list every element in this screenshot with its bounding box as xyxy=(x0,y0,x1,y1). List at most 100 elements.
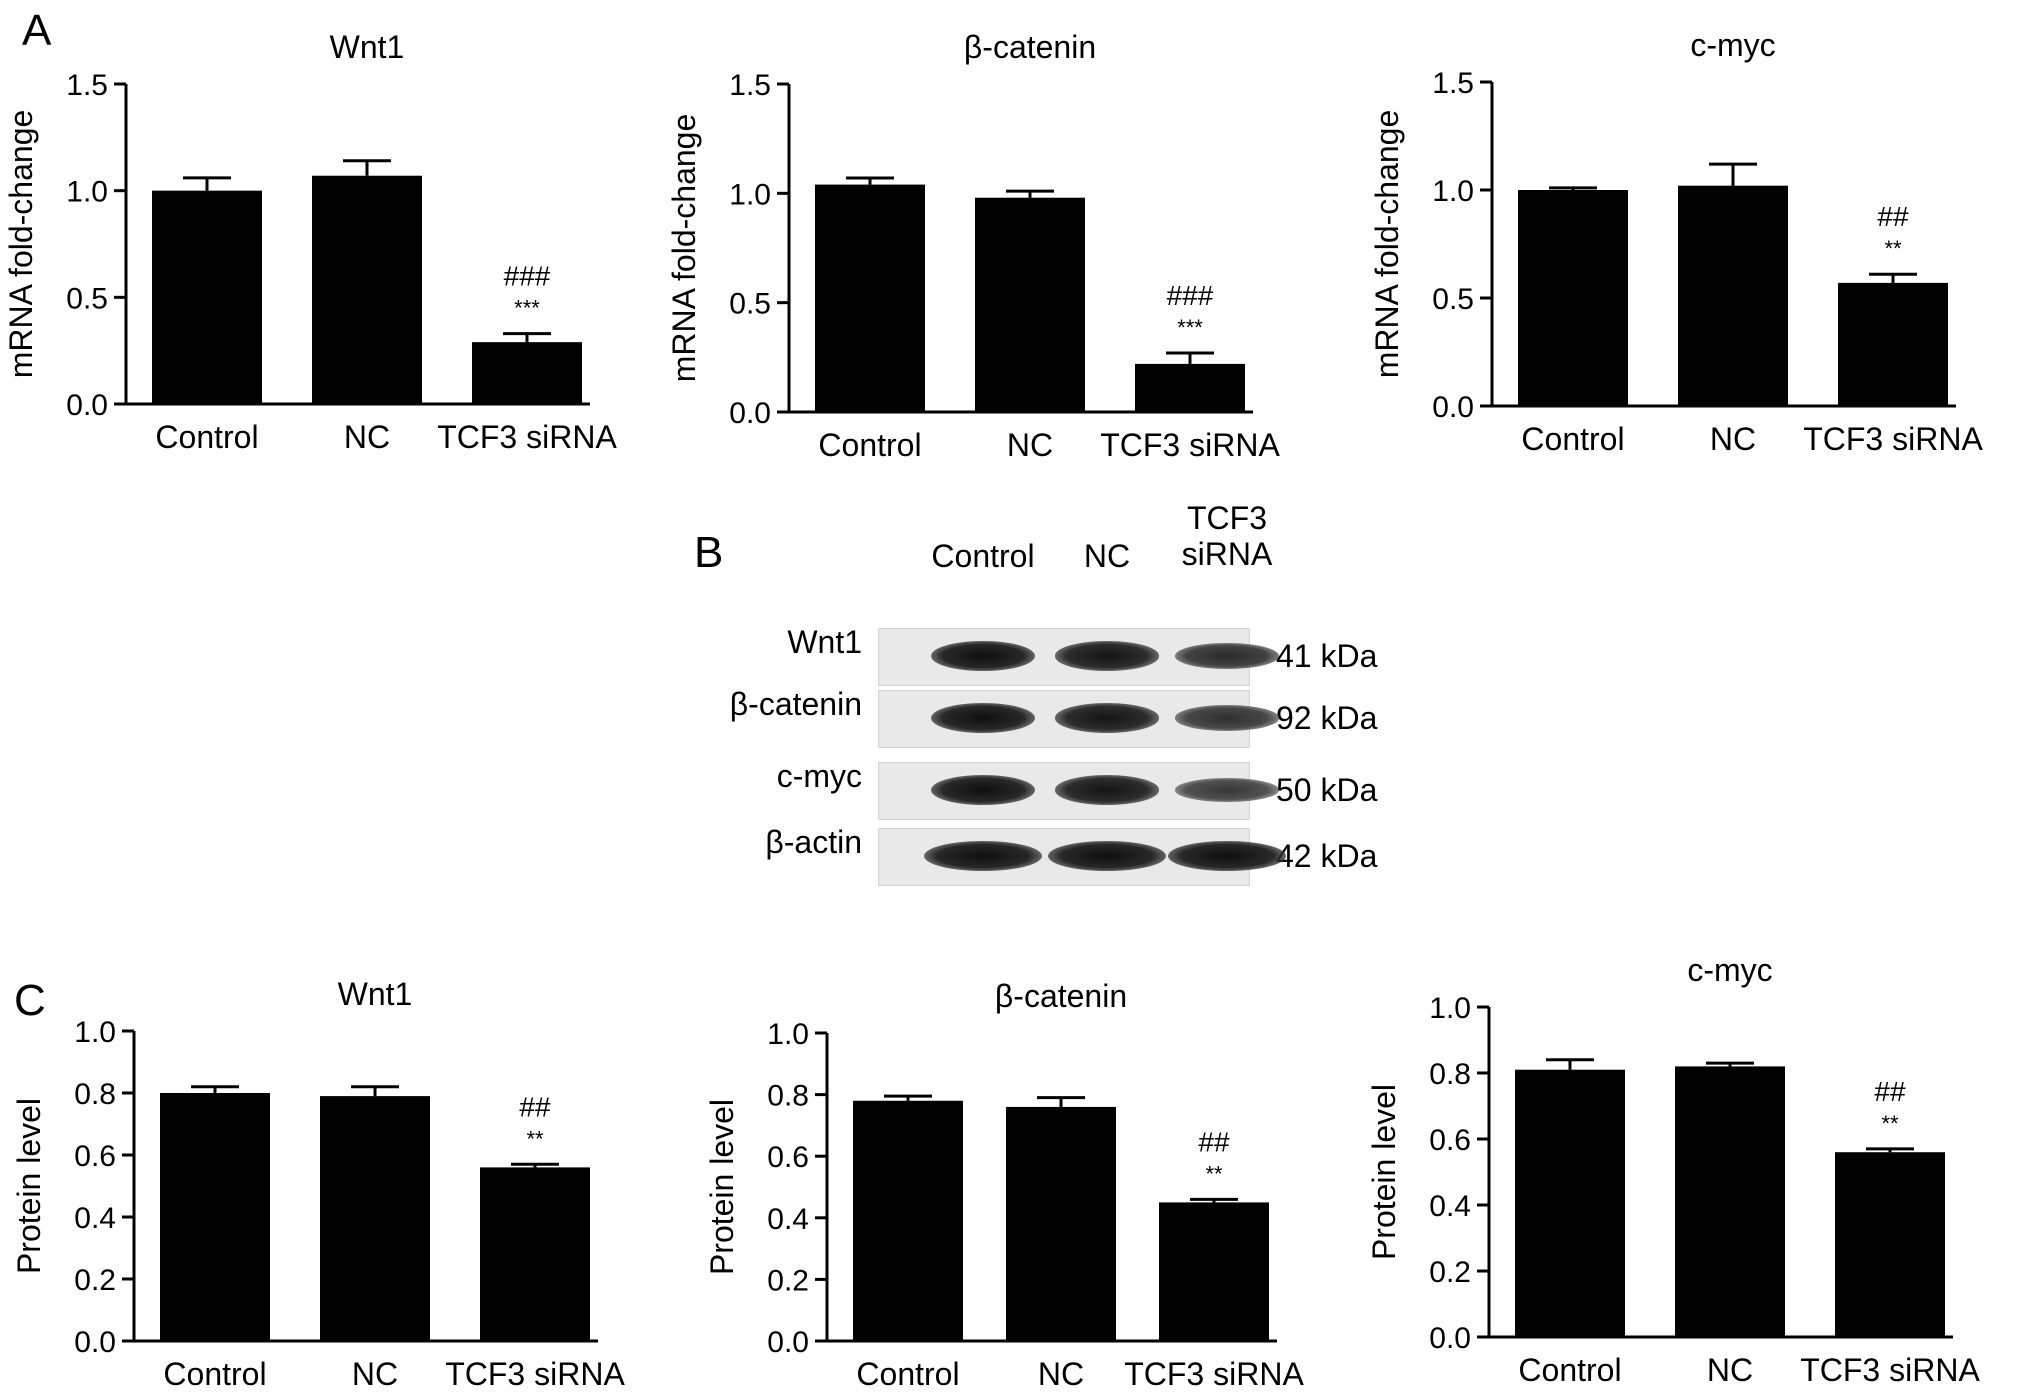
bar xyxy=(472,342,582,404)
blot-protein-label: β-catenin xyxy=(729,686,862,722)
y-axis-label: Protein level xyxy=(1366,1084,1402,1260)
x-tick-label: NC xyxy=(1038,1356,1084,1392)
blot-weight-label: 50 kDa xyxy=(1276,772,1378,808)
blot-band xyxy=(1175,778,1279,802)
significance-label: ## ** xyxy=(519,1091,551,1151)
blot-column-label: TCF3 siRNA xyxy=(1181,500,1273,572)
blot-weight-label: 41 kDa xyxy=(1276,638,1378,674)
y-tick-label: 0.6 xyxy=(74,1140,116,1173)
y-axis-label: Protein level xyxy=(11,1098,47,1274)
y-tick-label: 0.6 xyxy=(1429,1124,1471,1157)
blot-weight-label: 42 kDa xyxy=(1276,838,1378,874)
y-tick-label: 1.0 xyxy=(74,1016,116,1049)
y-tick-label: 0.2 xyxy=(74,1264,116,1297)
y-tick-label: 0.4 xyxy=(74,1202,116,1235)
western-blot: Control NC TCF3 siRNA Wnt1 41 kDa β-catenin 92… xyxy=(640,500,1430,898)
blot-band xyxy=(931,775,1035,805)
bar xyxy=(1515,1069,1625,1337)
y-tick-label: 0.6 xyxy=(767,1141,809,1174)
blot-protein-label: c-myc xyxy=(776,758,862,794)
blot-band xyxy=(1175,643,1279,669)
y-axis-label: mRNA fold-change xyxy=(1369,110,1405,379)
y-tick-label: 1.5 xyxy=(66,69,108,102)
bar xyxy=(1678,185,1788,406)
y-tick-label: 0.5 xyxy=(1432,283,1474,316)
blot-band xyxy=(1175,705,1279,731)
chart-title: Wnt1 xyxy=(338,976,413,1012)
y-tick-label: 0.0 xyxy=(74,1326,116,1359)
x-tick-label: Control xyxy=(856,1356,959,1392)
y-tick-label: 1.0 xyxy=(1429,992,1471,1025)
panel-letter-a: A xyxy=(22,6,52,55)
bar xyxy=(815,184,925,412)
x-tick-label: TCF3 siRNA xyxy=(445,1356,625,1392)
chart-title: β-catenin xyxy=(964,29,1096,65)
y-tick-label: 1.0 xyxy=(729,178,771,211)
y-tick-label: 1.0 xyxy=(1432,175,1474,208)
blot-band xyxy=(1055,775,1159,805)
blot-protein-label: Wnt1 xyxy=(787,624,862,660)
panel-letter-b: B xyxy=(694,528,724,577)
bar xyxy=(1159,1202,1269,1341)
chart-title: c-myc xyxy=(1690,27,1775,63)
significance-label: ## ** xyxy=(1874,1076,1906,1136)
y-tick-label: 0.0 xyxy=(729,397,771,430)
y-tick-label: 0.2 xyxy=(767,1264,809,1297)
bar xyxy=(1518,190,1628,406)
bar xyxy=(853,1100,963,1341)
bar xyxy=(320,1096,430,1341)
chart-title: Wnt1 xyxy=(330,29,405,65)
blot-band xyxy=(1168,841,1286,871)
bar xyxy=(1838,282,1948,406)
significance-label: ### *** xyxy=(504,261,551,321)
x-tick-label: NC xyxy=(1707,1352,1753,1388)
x-tick-label: TCF3 siRNA xyxy=(1800,1352,1980,1388)
blot-protein-label: β-actin xyxy=(765,824,862,860)
blot-band xyxy=(1048,841,1166,871)
x-tick-label: NC xyxy=(1710,421,1756,457)
x-tick-label: NC xyxy=(344,419,390,455)
x-tick-label: Control xyxy=(1521,421,1624,457)
y-axis-label: Protein level xyxy=(704,1099,740,1275)
x-tick-label: TCF3 siRNA xyxy=(1803,421,1983,457)
chart-title: β-catenin xyxy=(995,978,1127,1014)
y-tick-label: 0.4 xyxy=(767,1203,809,1236)
y-tick-label: 0.2 xyxy=(1429,1256,1471,1289)
x-tick-label: Control xyxy=(163,1356,266,1392)
y-tick-label: 1.0 xyxy=(767,1018,809,1051)
y-tick-label: 0.5 xyxy=(729,288,771,321)
blot-band xyxy=(924,841,1042,871)
blot-band xyxy=(931,703,1035,733)
y-tick-label: 0.0 xyxy=(767,1326,809,1359)
y-tick-label: 0.0 xyxy=(66,389,108,422)
x-tick-label: Control xyxy=(818,427,921,463)
blot-band xyxy=(1055,641,1159,671)
y-tick-label: 0.0 xyxy=(1432,391,1474,424)
x-tick-label: NC xyxy=(1007,427,1053,463)
y-tick-label: 0.4 xyxy=(1429,1190,1471,1223)
bar xyxy=(480,1167,590,1341)
x-tick-label: TCF3 siRNA xyxy=(1124,1356,1304,1392)
y-tick-label: 1.5 xyxy=(1432,67,1474,100)
x-tick-label: NC xyxy=(352,1356,398,1392)
bar xyxy=(1006,1106,1116,1341)
panel-letter-c: C xyxy=(14,976,46,1025)
blot-weight-label: 92 kDa xyxy=(1276,700,1378,736)
x-tick-label: TCF3 siRNA xyxy=(1100,427,1280,463)
y-axis-label: mRNA fold-change xyxy=(666,114,702,383)
blot-column-label: NC xyxy=(1083,538,1131,574)
bar xyxy=(152,190,262,404)
y-tick-label: 0.8 xyxy=(1429,1058,1471,1091)
x-tick-label: Control xyxy=(155,419,258,455)
bar xyxy=(160,1093,270,1341)
x-tick-label: TCF3 siRNA xyxy=(437,419,617,455)
bar xyxy=(1135,363,1245,412)
y-tick-label: 1.0 xyxy=(66,176,108,209)
bar xyxy=(975,197,1085,412)
bar xyxy=(312,175,422,404)
